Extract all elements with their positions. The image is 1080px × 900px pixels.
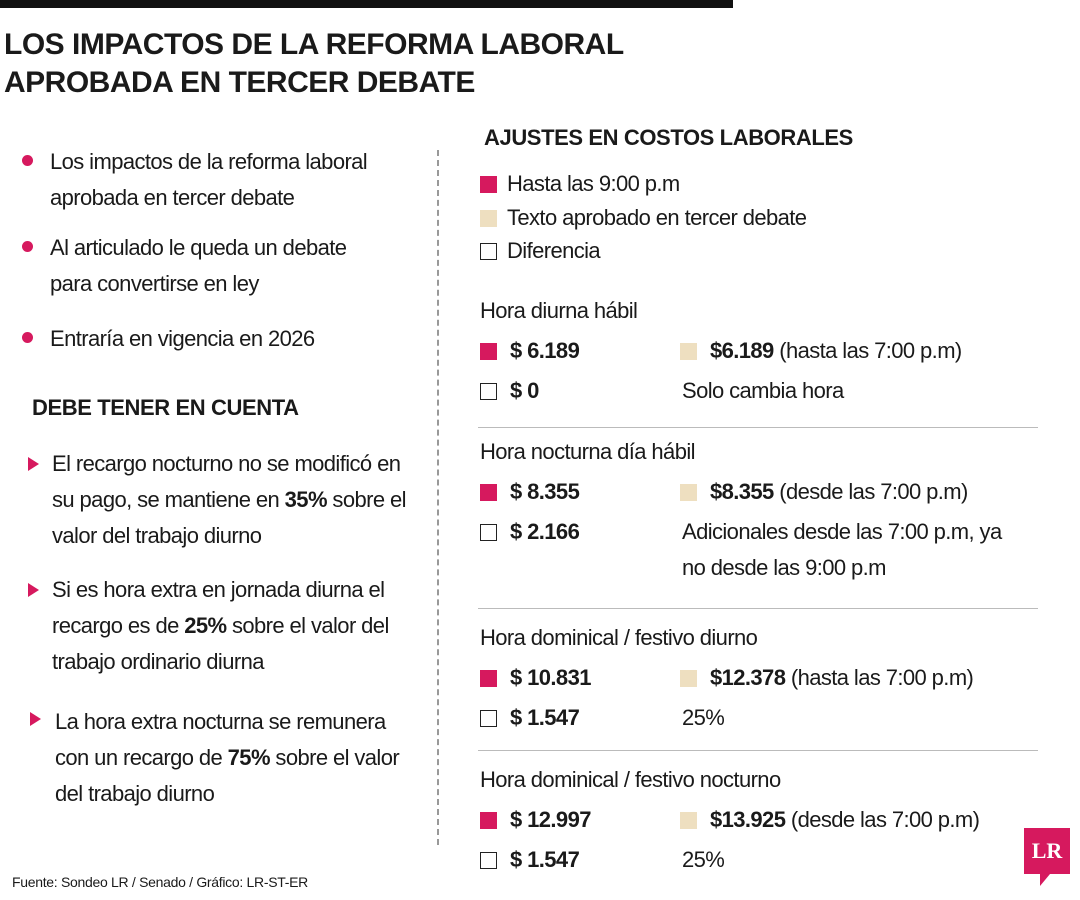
approved-note: (desde las 7:00 p.m) — [790, 807, 980, 832]
approved-value: $8.355 — [710, 479, 774, 504]
separator — [478, 750, 1038, 751]
legend-swatch — [480, 243, 497, 260]
before-value: $ 10.831 — [510, 665, 591, 690]
bullet-dot — [22, 332, 33, 343]
swatch — [680, 812, 697, 829]
section-label: Hora diurna hábil — [480, 298, 638, 323]
difference-note: 25% — [682, 705, 725, 730]
swatch — [480, 670, 497, 687]
swatch — [480, 343, 497, 360]
note-text: sobre el valor del trabajo ordinario diu… — [52, 613, 389, 674]
approved: $12.378 (hasta las 7:00 p.m) — [710, 660, 974, 696]
legend-label: Texto aprobado en tercer debate — [507, 205, 807, 230]
notes-title: DEBE TENER EN CUENTA — [32, 395, 299, 420]
note-text: El recargo nocturno no se modificó en su… — [52, 451, 401, 512]
costs-title: AJUSTES EN COSTOS LABORALES — [484, 125, 853, 150]
approved-value: $6.189 — [710, 338, 774, 363]
swatch — [680, 343, 697, 360]
swatch — [480, 383, 497, 400]
legend-swatch — [480, 176, 497, 193]
legend-label: Diferencia — [507, 238, 601, 263]
logo-tail — [1040, 874, 1050, 886]
note-highlight: 75% — [227, 745, 271, 770]
swatch — [480, 484, 497, 501]
note-text: sobre el valor del trabajo diurno — [55, 745, 400, 806]
difference-value: $ 1.547 — [510, 847, 580, 872]
before-value: $ 6.189 — [510, 338, 580, 363]
swatch — [480, 852, 497, 869]
note-text: sobre el valor del trabajo diurno — [52, 487, 406, 548]
note: La hora extra nocturna se remunera con u… — [55, 704, 410, 812]
note-arrow — [28, 583, 39, 597]
swatch — [680, 484, 697, 501]
bullet: Al articulado le queda un debate para co… — [50, 235, 347, 296]
title: LOS IMPACTOS DE LA REFORMA LABORAL APROB… — [4, 28, 624, 99]
difference-value: $ 0 — [510, 378, 539, 403]
note-text: Si es hora extra en jornada diurna el re… — [52, 577, 385, 638]
note: El recargo nocturno no se modificó en su… — [52, 446, 422, 554]
source: Fuente: Sondeo LR / Senado / Gráfico: LR… — [12, 874, 308, 890]
bullet: Entraría en vigencia en 2026 — [50, 326, 315, 351]
difference-note: Solo cambia hora — [682, 378, 844, 403]
section-label: Hora dominical / festivo nocturno — [480, 767, 781, 792]
difference-note: 25% — [682, 847, 725, 872]
separator — [478, 427, 1038, 428]
note-highlight: 25% — [184, 613, 227, 638]
note-highlight: 35% — [284, 487, 328, 512]
difference-value: $ 2.166 — [510, 519, 580, 544]
divider — [437, 150, 439, 845]
difference-value: $ 1.547 — [510, 705, 580, 730]
difference-note: Adicionales desde las 7:00 p.m, ya no de… — [682, 519, 1002, 580]
approved-value: $13.925 — [710, 807, 786, 832]
approved-note: (hasta las 7:00 p.m) — [790, 665, 974, 690]
note-arrow — [28, 457, 39, 471]
swatch — [680, 670, 697, 687]
approved: $6.189 (hasta las 7:00 p.m) — [710, 333, 962, 369]
note-text: La hora extra nocturna se remunera con u… — [55, 709, 386, 770]
approved: $13.925 (desde las 7:00 p.m) — [710, 802, 980, 838]
before-value: $ 8.355 — [510, 479, 580, 504]
logo: LR — [1024, 828, 1070, 874]
before-value: $ 12.997 — [510, 807, 591, 832]
note-arrow — [30, 712, 41, 726]
bullet-dot — [22, 155, 33, 166]
legend-label: Hasta las 9:00 p.m — [507, 171, 680, 196]
section-label: Hora nocturna día hábil — [480, 439, 696, 464]
approved-note: (hasta las 7:00 p.m) — [779, 338, 962, 363]
legend-swatch — [480, 210, 497, 227]
top-bar — [0, 0, 733, 8]
bullet-dot — [22, 241, 33, 252]
separator — [478, 608, 1038, 609]
approved: $8.355 (desde las 7:00 p.m) — [710, 474, 968, 510]
swatch — [480, 524, 497, 541]
swatch — [480, 812, 497, 829]
swatch — [480, 710, 497, 727]
section-label: Hora dominical / festivo diurno — [480, 625, 758, 650]
approved-note: (desde las 7:00 p.m) — [779, 479, 968, 504]
approved-value: $12.378 — [710, 665, 786, 690]
bullet: Los impactos de la reforma laboral aprob… — [50, 149, 368, 210]
note: Si es hora extra en jornada diurna el re… — [52, 572, 412, 680]
